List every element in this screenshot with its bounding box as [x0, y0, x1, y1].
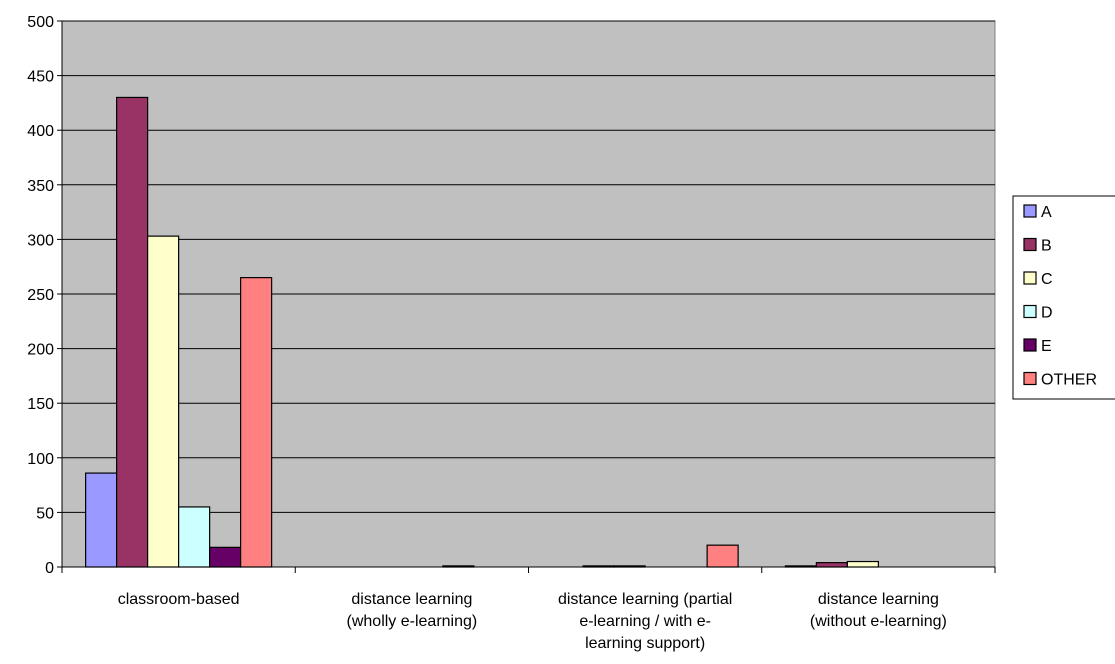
x-tick-label: distance learning (without e-learning): [810, 591, 947, 630]
legend-swatch: [1023, 338, 1037, 352]
y-tick-label: 400: [27, 123, 54, 140]
y-tick-label: 350: [27, 178, 54, 195]
legend-label: E: [1041, 338, 1052, 355]
y-tick-label: 50: [36, 505, 54, 522]
bar-other: [706, 544, 739, 568]
y-tick-label: 300: [27, 232, 54, 249]
bar-d: [178, 506, 211, 568]
y-tick-label: 200: [27, 342, 54, 359]
y-tick-label: 150: [27, 396, 54, 413]
grid-lines: [62, 20, 995, 513]
legend-label: D: [1041, 305, 1053, 322]
legend-label: OTHER: [1041, 372, 1097, 389]
bars: [85, 96, 879, 568]
x-tick-label: distance learning (wholly e-learning): [347, 591, 478, 630]
x-tick-label: distance learning (partial e-learning / w…: [558, 591, 732, 652]
bar-b: [116, 96, 149, 568]
legend-swatch: [1023, 371, 1037, 386]
bar-e: [209, 546, 242, 568]
y-tick-label: 500: [27, 14, 54, 31]
x-axis-labels: classroom-based distance learning (wholly …: [118, 591, 947, 652]
legend-swatch: [1023, 204, 1037, 218]
x-tick-label: classroom-based: [118, 591, 240, 608]
bar-b: [815, 562, 848, 568]
legend-box: [1012, 195, 1115, 400]
legend-swatch: [1023, 304, 1037, 319]
bar-other: [240, 277, 273, 568]
y-tick-label: 0: [45, 560, 54, 577]
legend-label: C: [1041, 271, 1053, 288]
y-tick-label: 100: [27, 451, 54, 468]
bar-c: [846, 560, 879, 568]
bar-c: [147, 235, 180, 568]
y-tick-label: 450: [27, 69, 54, 86]
y-axis-ticks: 0 50 100 150 200 250 300 350 400 450 500: [27, 14, 62, 577]
bar-a: [85, 472, 118, 568]
legend-swatch: [1023, 271, 1037, 285]
legend-label: B: [1041, 238, 1052, 255]
y-tick-label: 250: [27, 287, 54, 304]
legend-swatch: [1023, 237, 1037, 252]
x-axis-ticks: [61, 567, 996, 573]
legend-label: A: [1041, 204, 1052, 221]
